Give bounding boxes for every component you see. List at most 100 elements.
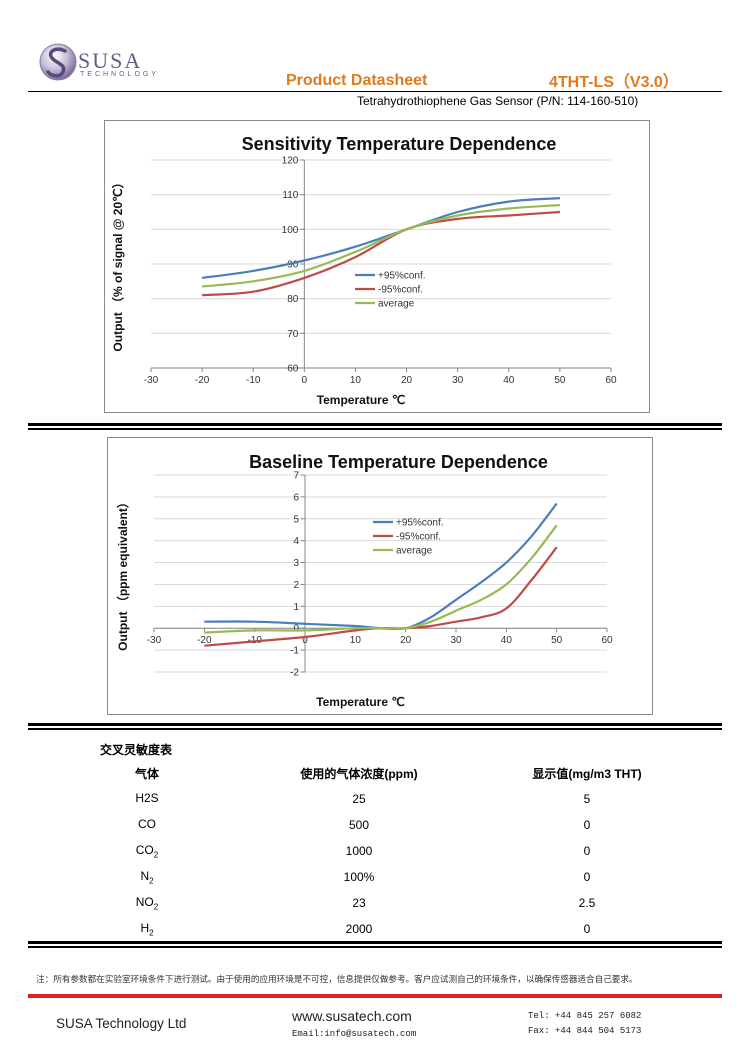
table-row: CO2 1000 0	[28, 838, 722, 864]
baseline-chart-panel: -30 -20 -10 0 10 20 30 40 50 60 -2 -1 0 1 2 3 4 5 6 7 Baseli…	[107, 437, 653, 715]
reading-cell: 0	[583, 818, 591, 832]
legend-label: average	[378, 299, 415, 310]
header-reading: 显示值(mg/m3 THT)	[532, 766, 642, 781]
table-row: N2 100% 0	[28, 864, 722, 890]
header-gas: 气体	[134, 766, 159, 781]
model-number: 4THT-LS（V3.0）	[549, 74, 679, 91]
x-tick-label: 20	[401, 375, 413, 386]
x-tick-label: -20	[197, 635, 212, 646]
y-tick-label: 100	[282, 225, 299, 236]
y-tick-label: 3	[293, 558, 299, 569]
reading-cell: 5	[583, 792, 591, 806]
x-tick-label: 60	[605, 375, 617, 386]
table-row: H2S 25 5	[28, 786, 722, 812]
y-tick-label: 110	[282, 190, 298, 201]
disclaimer-note: 注：所有参数都在实验室环境条件下进行测试。由于使用的应用环境是不可控，信息提供仅…	[36, 974, 638, 984]
x-tick-label: 50	[554, 375, 566, 386]
y-tick-label: 7	[293, 471, 299, 482]
section-divider-3	[28, 941, 722, 948]
gas-cell: CO	[138, 816, 156, 831]
y-tick-label: 5	[293, 514, 299, 525]
reading-cell: 0	[583, 844, 591, 858]
concentration-cell: 500	[348, 818, 370, 832]
sensitivity-chart: -30 -20 -10 0 10 20 30 40 50 60 60 70 80 90 100 110 120 S…	[110, 134, 617, 407]
y-tick-label: 70	[287, 329, 299, 340]
y-tick-label: 120	[282, 156, 299, 167]
legend-label: -95%conf.	[378, 285, 423, 296]
x-tick-label: 10	[350, 635, 362, 646]
y-tick-label: 4	[293, 536, 299, 547]
table-row: NO2 23 2.5	[28, 890, 722, 916]
susa-logo-icon	[39, 43, 77, 81]
concentration-cell: 25	[352, 792, 366, 806]
x-tick-label: -30	[144, 375, 159, 386]
x-tick-label: 20	[400, 635, 412, 646]
chart-title: Sensitivity Temperature Dependence	[242, 134, 557, 154]
y-tick-label: 2	[293, 580, 299, 591]
x-tick-label: 0	[302, 635, 308, 646]
gas-cell: H2	[140, 920, 154, 938]
gas-cell: NO2	[135, 894, 159, 912]
table-header-row: 气体 使用的气体浓度(ppm) 显示值(mg/m3 THT)	[28, 760, 722, 786]
section-divider-1	[28, 423, 722, 430]
series-line	[204, 546, 558, 647]
header-concentration: 使用的气体浓度(ppm)	[300, 766, 418, 781]
x-tick-label: 0	[302, 375, 308, 386]
email-link[interactable]: Email:info@susatech.com	[292, 1029, 417, 1039]
x-tick-label: 50	[551, 635, 563, 646]
x-axis-label: Temperature ℃	[317, 393, 406, 407]
series-line	[204, 524, 558, 634]
cross-sensitivity-title: 交叉灵敏度表	[100, 743, 173, 757]
y-tick-label: -1	[290, 646, 299, 657]
logo-tagline: TECHNOLOGY	[80, 71, 160, 78]
cross-sensitivity-table: 气体 使用的气体浓度(ppm) 显示值(mg/m3 THT) H2S 25 5 …	[28, 760, 722, 942]
x-tick-label: 60	[601, 635, 613, 646]
company-name: SUSA Technology Ltd	[56, 1016, 187, 1031]
x-tick-label: -10	[246, 375, 261, 386]
legend-label: average	[396, 546, 433, 557]
reading-cell: 0	[583, 922, 591, 936]
x-tick-label: 30	[452, 375, 464, 386]
series-line	[204, 502, 558, 631]
table-row: CO 500 0	[28, 812, 722, 838]
gas-cell: N2	[140, 868, 154, 886]
section-divider-2	[28, 723, 722, 730]
x-tick-label: 40	[503, 375, 515, 386]
y-tick-label: 90	[287, 260, 299, 271]
telephone-number: Tel: +44 845 257 6082	[528, 1011, 642, 1021]
logo-wordmark: SUSA	[78, 48, 143, 73]
y-tick-label: 60	[287, 364, 299, 375]
series-line	[201, 204, 560, 288]
document-subtitle: Tetrahydrothiophene Gas Sensor (P/N: 114…	[357, 94, 639, 108]
y-tick-label: 1	[293, 602, 299, 613]
legend-label: -95%conf.	[396, 532, 441, 543]
concentration-cell: 23	[352, 896, 366, 910]
gas-cell: CO2	[135, 842, 159, 860]
y-tick-label: 6	[293, 492, 299, 503]
reading-cell: 2.5	[578, 896, 596, 910]
series-line	[201, 197, 560, 279]
document-type: Product Datasheet	[286, 72, 428, 89]
x-tick-label: 10	[350, 375, 362, 386]
concentration-cell: 100%	[343, 870, 375, 884]
y-tick-label: -2	[290, 668, 299, 679]
x-tick-label: 40	[501, 635, 513, 646]
header-divider	[28, 91, 722, 92]
website-link[interactable]: www.susatech.com	[292, 1008, 412, 1024]
baseline-chart: -30 -20 -10 0 10 20 30 40 50 60-2-101234567Baseli…	[115, 452, 613, 709]
y-tick-label: 0	[293, 624, 299, 635]
legend-label: +95%conf.	[378, 271, 426, 282]
concentration-cell: 1000	[345, 844, 373, 858]
y-tick-label: 80	[287, 294, 299, 305]
footer-accent-bar	[28, 994, 722, 998]
x-tick-label: -30	[147, 635, 162, 646]
y-axis-label: Output （ppm equivalent）	[115, 496, 130, 651]
table-row: H2 2000 0	[28, 916, 722, 942]
x-axis-label: Temperature ℃	[316, 695, 405, 709]
legend-label: +95%conf.	[396, 518, 444, 529]
sensitivity-chart-panel: -30 -20 -10 0 10 20 30 40 50 60 60 70 80 90 100 110 120 S…	[104, 120, 650, 413]
reading-cell: 0	[583, 870, 591, 884]
x-tick-label: 30	[450, 635, 462, 646]
series-line	[202, 210, 560, 297]
y-axis-label: Output （% of signal @ 20℃）	[110, 176, 125, 351]
